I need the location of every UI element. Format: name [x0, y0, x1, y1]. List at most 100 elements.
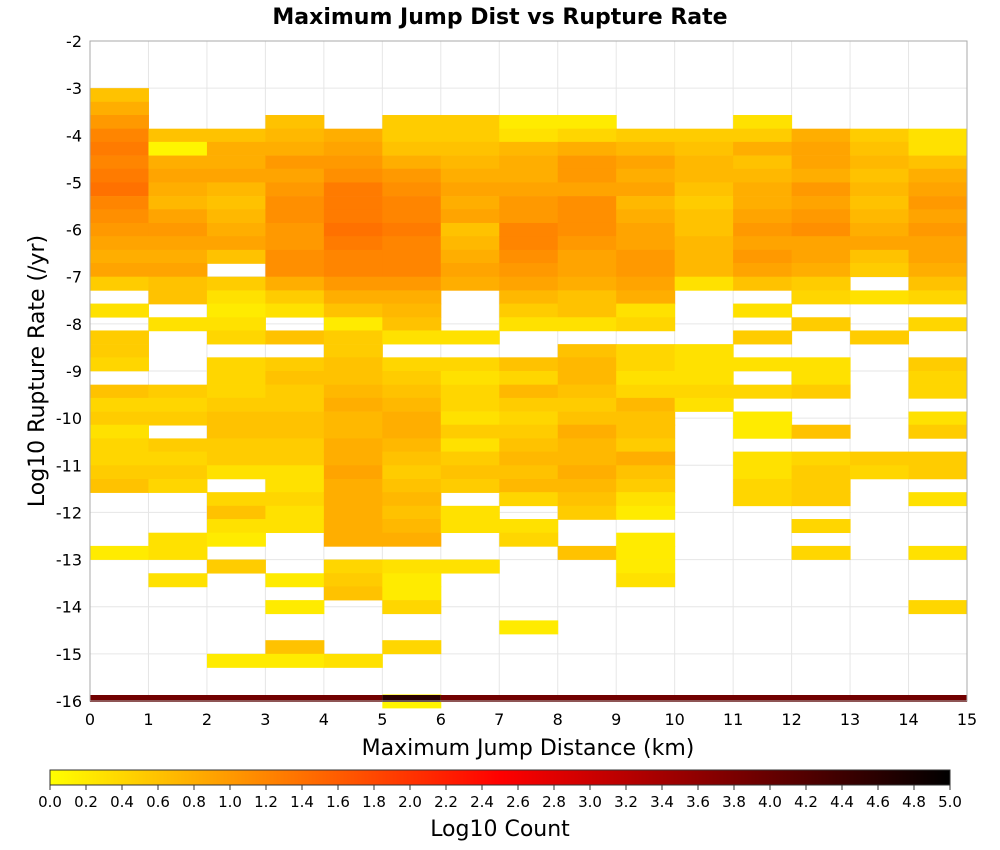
- heatmap-cell: [206, 559, 266, 574]
- heatmap-cell: [265, 438, 325, 453]
- heatmap-cell: [733, 236, 793, 251]
- heatmap-cell: [148, 290, 208, 305]
- colorbar-tick-label: 2.6: [506, 793, 530, 811]
- x-tick-label: 14: [898, 710, 918, 729]
- heatmap-cell: [616, 209, 676, 224]
- heatmap-cell: [265, 573, 325, 588]
- heatmap-cell: [674, 155, 734, 170]
- heatmap-cell: [557, 492, 617, 507]
- heatmap-cell: [206, 451, 266, 466]
- heatmap-cell: [499, 492, 559, 507]
- heatmap-cell: [382, 357, 442, 372]
- heatmap-cell: [148, 263, 208, 278]
- heatmap-cell: [674, 141, 734, 156]
- heatmap-cell: [499, 465, 559, 480]
- heatmap-cell: [557, 357, 617, 372]
- heatmap-cell: [323, 371, 383, 385]
- heatmap-cell: [90, 263, 149, 278]
- heatmap-cell: [265, 141, 325, 156]
- heatmap-cell: [206, 371, 266, 385]
- heatmap-cell: [908, 384, 968, 399]
- heatmap-cell: [499, 357, 559, 372]
- heatmap-cell: [791, 384, 851, 399]
- heatmap-cell: [674, 236, 734, 251]
- heatmap-cell: [265, 168, 325, 183]
- heatmap-cell: [382, 384, 442, 399]
- heatmap-cell: [791, 209, 851, 224]
- heatmap-cell: [382, 451, 442, 466]
- heatmap-cell: [206, 411, 266, 426]
- heatmap-cell: [90, 695, 383, 702]
- heatmap-cell: [616, 478, 676, 493]
- heatmap-cell: [733, 249, 793, 264]
- heatmap-cell: [499, 620, 559, 635]
- heatmap-cell: [616, 155, 676, 170]
- heatmap-cell: [265, 276, 325, 291]
- x-tick-label: 10: [664, 710, 684, 729]
- heatmap-cell: [440, 519, 500, 534]
- heatmap-cell: [557, 209, 617, 224]
- heatmap-cell: [382, 371, 442, 385]
- heatmap-cell: [148, 276, 208, 291]
- heatmap-cell: [850, 465, 910, 480]
- heatmap-cell: [323, 478, 383, 493]
- heatmap-cell: [791, 222, 851, 237]
- heatmap-cell: [557, 222, 617, 237]
- heatmap-cell: [382, 519, 442, 534]
- heatmap-cell: [733, 209, 793, 224]
- heatmap-cell: [440, 357, 500, 372]
- y-tick-labels: -16 -15 -14 -13 -12 -11 -10 -9 -8 -7 -6 -5 -4 -3 -2: [56, 32, 82, 711]
- heatmap-cell: [733, 222, 793, 237]
- heatmap-cell: [148, 317, 208, 332]
- heatmap-cell: [557, 141, 617, 156]
- heatmap-cell: [499, 236, 559, 251]
- heatmap-cell: [90, 236, 149, 251]
- colorbar-tick-label: 2.0: [398, 793, 422, 811]
- heatmap-cell: [733, 492, 793, 507]
- heatmap-cell: [148, 222, 208, 237]
- y-tick-label: -4: [66, 126, 82, 145]
- heatmap-cell: [382, 303, 442, 318]
- heatmap-cell: [323, 397, 383, 412]
- heatmap-cell: [382, 209, 442, 224]
- colorbar-tick-label: 4.0: [758, 793, 782, 811]
- heatmap-cell: [90, 384, 149, 399]
- heatmap-cell: [616, 276, 676, 291]
- heatmap-cell: [499, 209, 559, 224]
- heatmap-cell: [265, 263, 325, 278]
- heatmap-cell: [265, 465, 325, 480]
- heatmap-cell: [557, 276, 617, 291]
- x-tick-label: 6: [436, 710, 446, 729]
- x-tick-label: 3: [260, 710, 270, 729]
- heatmap-cell: [265, 290, 325, 305]
- heatmap-cell: [90, 222, 149, 237]
- colorbar-tick-label: 3.2: [614, 793, 638, 811]
- heatmap-cell: [265, 505, 325, 520]
- heatmap-cell: [148, 411, 208, 426]
- heatmap-cell: [674, 182, 734, 197]
- heatmap-cell: [323, 586, 383, 601]
- heatmap-cell: [733, 411, 793, 426]
- colorbar-tick-label: 1.2: [254, 793, 278, 811]
- heatmap-cell: [90, 344, 149, 359]
- heatmap-cell: [908, 222, 968, 237]
- heatmap-cell: [265, 357, 325, 372]
- colorbar-tick-labels: 0.0 0.2 0.4 0.6 0.8 1.0 1.2 1.4 1.6 1.8 2.0 2.2 2.4 2…: [38, 785, 962, 811]
- x-tick-label: 15: [957, 710, 977, 729]
- heatmap-cell: [206, 424, 266, 439]
- heatmap-cell: [499, 263, 559, 278]
- heatmap-cell: [323, 317, 383, 332]
- heatmap-cell: [323, 276, 383, 291]
- heatmap-cell: [850, 263, 910, 278]
- heatmap-cell: [90, 141, 149, 156]
- heatmap-cell: [382, 465, 442, 480]
- heatmap-cell: [674, 357, 734, 372]
- heatmap-cell: [674, 128, 734, 143]
- heatmap-cell: [557, 317, 617, 332]
- heatmap-cell: [908, 451, 968, 466]
- heatmap-cell: [674, 344, 734, 359]
- heatmap-cell: [557, 249, 617, 264]
- heatmap-cell: [206, 532, 266, 547]
- heatmap-cell: [90, 438, 149, 453]
- heatmap-cell: [323, 222, 383, 237]
